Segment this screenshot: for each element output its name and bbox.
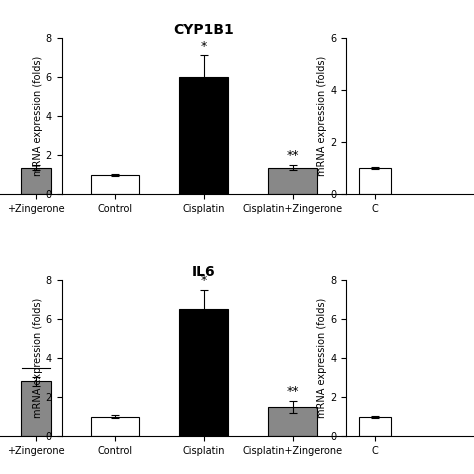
Bar (20, 168, 51, 194)
Bar (359, 417, 391, 436)
Bar (179, 77, 228, 194)
Text: **: ** (286, 385, 299, 398)
Y-axis label: mRNA expression (folds): mRNA expression (folds) (33, 56, 43, 176)
Y-axis label: mRNA expression (folds): mRNA expression (folds) (317, 298, 327, 418)
Text: **: ** (286, 149, 299, 163)
Title: IL6: IL6 (192, 265, 216, 279)
Bar (91, 174, 139, 194)
Text: *: * (201, 274, 207, 287)
Y-axis label: mRNA expression (folds): mRNA expression (folds) (317, 56, 327, 176)
Bar (20, 382, 51, 436)
Bar (91, 417, 139, 436)
Y-axis label: mRNA expression (folds): mRNA expression (folds) (33, 298, 43, 418)
Bar (268, 168, 317, 194)
Bar (359, 168, 391, 194)
Bar (268, 407, 317, 436)
Bar (179, 309, 228, 436)
Text: *: * (201, 39, 207, 53)
Title: CYP1B1: CYP1B1 (173, 23, 234, 37)
